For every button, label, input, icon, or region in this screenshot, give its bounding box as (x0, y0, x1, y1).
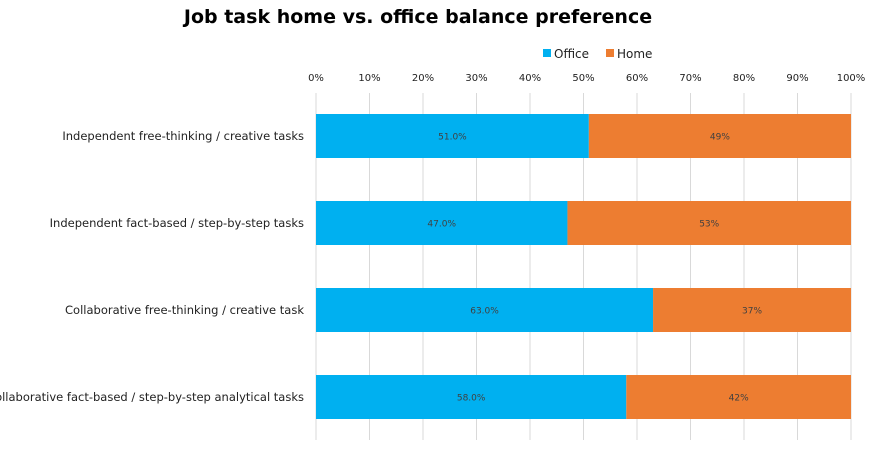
x-tick-label: 10% (358, 73, 380, 84)
legend-swatch-office (543, 49, 551, 57)
data-label-home: 49% (710, 133, 730, 143)
x-tick-label: 40% (519, 73, 541, 84)
category-label: Independent free-thinking / creative tas… (62, 129, 304, 143)
data-label-home: 42% (729, 394, 749, 404)
data-label-office: 51.0% (438, 133, 467, 143)
legend: Office Home (543, 47, 652, 61)
x-tick-label: 60% (626, 73, 648, 84)
data-label-office: 58.0% (457, 394, 486, 404)
category-label: Independent fact-based / step-by-step ta… (50, 216, 304, 230)
bars: 51.0% 49% 47.0% 53% 63.0% 37% 58.0% 42% (316, 114, 851, 419)
x-axis-ticks: 0% 10% 20% 30% 40% 50% 60% 70% 80% 90% 100% (308, 73, 865, 84)
x-tick-label: 0% (308, 73, 324, 84)
x-tick-label: 50% (572, 73, 594, 84)
data-label-office: 63.0% (470, 307, 499, 317)
bar-office (316, 201, 568, 245)
chart-title: Job task home vs. office balance prefere… (183, 6, 653, 28)
x-tick-label: 70% (679, 73, 701, 84)
bar-office (316, 288, 654, 332)
data-label-home: 37% (742, 307, 762, 317)
category-label: Collaborative fact-based / step-by-step … (0, 390, 304, 404)
x-tick-label: 80% (733, 73, 755, 84)
bar-home (653, 288, 851, 332)
data-label-office: 47.0% (427, 220, 456, 230)
bar-office (316, 375, 627, 419)
bar-home (588, 114, 851, 158)
bar-home (626, 375, 851, 419)
bar-office (316, 114, 589, 158)
x-tick-label: 90% (786, 73, 808, 84)
bar-home (567, 201, 851, 245)
x-tick-label: 100% (837, 73, 866, 84)
legend-swatch-home (606, 49, 614, 57)
x-tick-label: 30% (465, 73, 487, 84)
category-labels: Independent free-thinking / creative tas… (0, 129, 304, 404)
legend-label-office: Office (554, 47, 589, 61)
data-label-home: 53% (699, 220, 719, 230)
legend-label-home: Home (617, 47, 652, 61)
x-tick-label: 20% (412, 73, 434, 84)
category-label: Collaborative free-thinking / creative t… (65, 303, 304, 317)
